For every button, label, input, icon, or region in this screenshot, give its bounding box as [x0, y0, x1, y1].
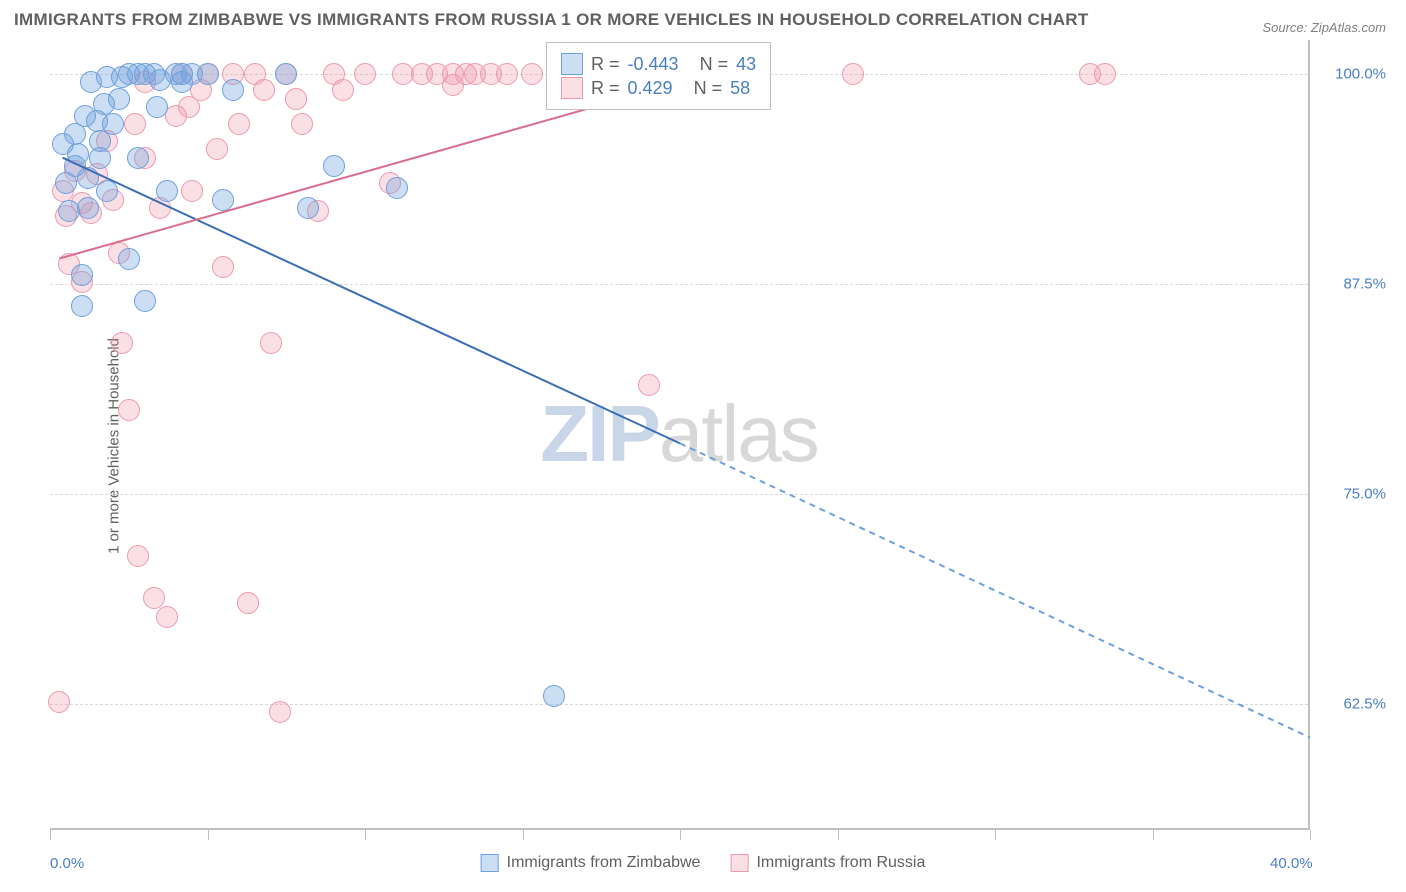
- x-tick-mark: [365, 830, 366, 840]
- x-tick-mark: [680, 830, 681, 840]
- legend-item-russia: Immigrants from Russia: [730, 854, 925, 872]
- chart-title: IMMIGRANTS FROM ZIMBABWE VS IMMIGRANTS F…: [14, 10, 1089, 30]
- x-tick-mark: [1153, 830, 1154, 840]
- legend-stats-box: R = -0.443 N = 43 R = 0.429 N = 58: [546, 42, 771, 110]
- legend-bottom: Immigrants from Zimbabwe Immigrants from…: [481, 854, 926, 872]
- x-tick-mark: [523, 830, 524, 840]
- y-tick-label: 87.5%: [1343, 275, 1386, 292]
- legend-swatch-russia: [730, 854, 748, 872]
- legend-item-zimbabwe: Immigrants from Zimbabwe: [481, 854, 701, 872]
- x-tick-mark: [50, 830, 51, 840]
- plot-area: ZIPatlas R = -0.443 N = 43 R = 0.429 N =…: [50, 40, 1310, 830]
- y-tick-label: 100.0%: [1335, 65, 1386, 82]
- source-label: Source: ZipAtlas.com: [1262, 20, 1386, 35]
- x-tick-label: 0.0%: [50, 855, 84, 872]
- regression-lines: [50, 40, 1310, 830]
- legend-label-zimbabwe: Immigrants from Zimbabwe: [507, 854, 701, 872]
- legend-swatch-zimbabwe: [481, 854, 499, 872]
- x-tick-mark: [838, 830, 839, 840]
- x-tick-mark: [995, 830, 996, 840]
- chart-container: IMMIGRANTS FROM ZIMBABWE VS IMMIGRANTS F…: [0, 0, 1406, 892]
- legend-label-russia: Immigrants from Russia: [756, 854, 925, 872]
- x-tick-mark: [208, 830, 209, 840]
- y-tick-label: 75.0%: [1343, 485, 1386, 502]
- y-tick-label: 62.5%: [1343, 695, 1386, 712]
- x-tick-label: 40.0%: [1270, 855, 1313, 872]
- x-tick-mark: [1310, 830, 1311, 840]
